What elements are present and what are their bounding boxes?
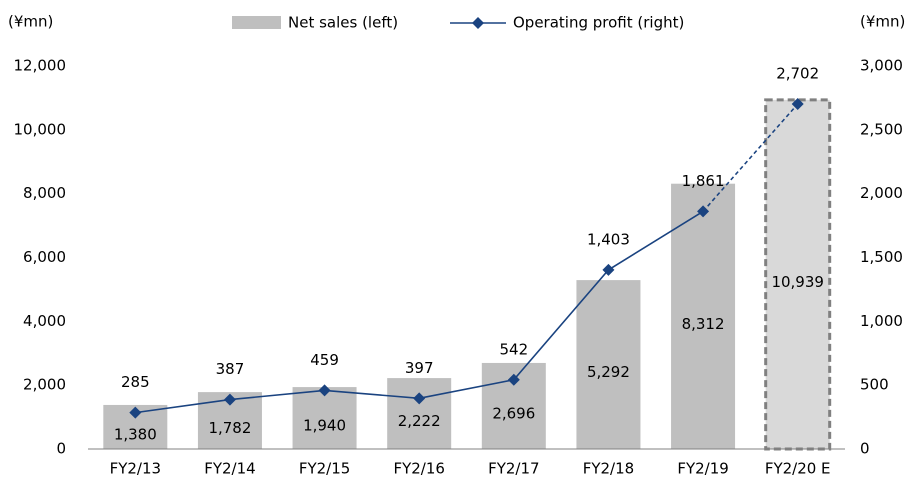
y-tick-label: 6,000 [23, 248, 66, 266]
bar [292, 387, 357, 449]
bar-label: 1,782 [208, 419, 251, 437]
bar-label: 8,312 [682, 315, 725, 333]
y2-tick-label: 1,000 [860, 312, 903, 330]
bar [671, 183, 736, 449]
legend-label: Operating profit (right) [513, 14, 684, 32]
y2-tick-label: 2,500 [860, 120, 903, 138]
x-tick-label: FY2/13 [110, 460, 161, 478]
legend-swatch [232, 16, 281, 29]
y-tick-label: 12,000 [14, 57, 67, 75]
marker [791, 98, 804, 111]
y-tick-label: 2,000 [23, 376, 66, 394]
line-label: 2,702 [776, 65, 819, 83]
line-label: 1,403 [587, 230, 630, 248]
marker [413, 392, 426, 405]
marker [129, 406, 142, 419]
y-tick-label: 4,000 [23, 312, 66, 330]
line-label: 285 [121, 373, 150, 391]
y-unit-left: (¥mn) [8, 13, 53, 31]
x-tick-label: FY2/16 [393, 460, 444, 478]
x-tick-label: FY2/14 [204, 460, 255, 478]
bar-label: 10,939 [771, 273, 824, 291]
y-tick-label: 8,000 [23, 184, 66, 202]
y2-tick-label: 500 [860, 376, 889, 394]
y-unit-right: (¥mn) [860, 13, 905, 31]
x-tick-label: FY2/17 [488, 460, 539, 478]
line-estimate [702, 103, 799, 212]
line-label: 397 [405, 359, 434, 377]
line-label: 387 [216, 360, 245, 378]
x-tick-label: FY2/15 [299, 460, 350, 478]
y2-tick-label: 3,000 [860, 57, 903, 75]
y-tick-label: 0 [56, 440, 66, 458]
legend-label: Net sales (left) [288, 14, 398, 32]
bar-label: 1,380 [114, 425, 157, 443]
bar [576, 280, 641, 449]
bar-label: 2,696 [492, 404, 535, 422]
marker [602, 263, 615, 276]
y2-tick-label: 0 [860, 440, 870, 458]
bar-label: 1,940 [303, 417, 346, 435]
y2-tick-label: 2,000 [860, 184, 903, 202]
legend-marker [472, 17, 484, 29]
x-tick-label: FY2/20 E [765, 460, 831, 478]
x-tick-label: FY2/19 [677, 460, 728, 478]
line-label: 1,861 [682, 172, 725, 190]
bar [387, 378, 452, 449]
line-label: 542 [499, 340, 528, 358]
line-label: 459 [310, 351, 339, 369]
marker [223, 393, 236, 406]
x-tick-label: FY2/18 [583, 460, 634, 478]
y2-tick-label: 1,500 [860, 248, 903, 266]
bar-label: 2,222 [398, 412, 441, 430]
marker [318, 384, 331, 397]
bar-label: 5,292 [587, 363, 630, 381]
marker [507, 373, 520, 386]
marker [697, 205, 710, 218]
y-tick-label: 10,000 [14, 120, 67, 138]
